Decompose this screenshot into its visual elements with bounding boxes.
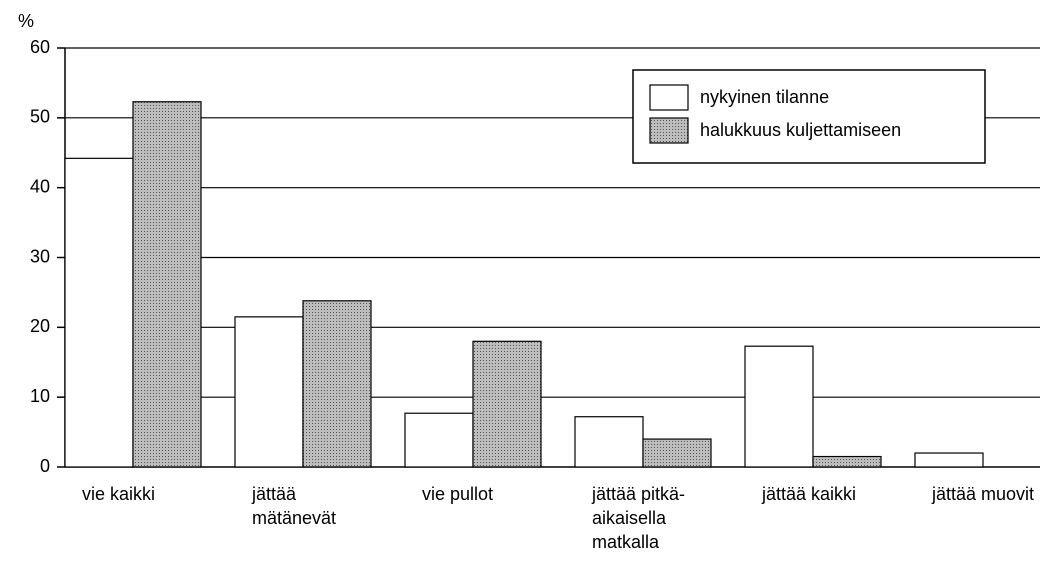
bar xyxy=(132,101,202,468)
y-tick-label: 0 xyxy=(40,456,50,476)
bar xyxy=(302,300,372,468)
y-tick-label: 50 xyxy=(30,107,50,127)
y-tick-label: 20 xyxy=(30,316,50,336)
bar xyxy=(234,316,304,468)
y-tick-label: 40 xyxy=(30,176,50,196)
bar xyxy=(744,345,814,468)
x-tick-label: jättää mätänevät xyxy=(251,484,336,528)
legend-label: nykyinen tilanne xyxy=(700,87,829,107)
legend-label: halukkuus kuljettamiseen xyxy=(700,120,901,140)
bar xyxy=(642,438,712,468)
x-tick-label: jättää pitkä-aikaisella matkalla xyxy=(591,484,685,552)
bar xyxy=(812,455,882,468)
bar xyxy=(64,157,134,468)
x-tick-label: jättää kaikki xyxy=(761,484,856,504)
y-tick-label: 10 xyxy=(30,386,50,406)
bar xyxy=(472,340,542,468)
x-tick-label: vie pullot xyxy=(422,484,493,504)
y-tick-label: 60 xyxy=(30,37,50,57)
legend-swatch xyxy=(649,84,689,111)
bar xyxy=(574,416,644,468)
x-tick-label: jättää muovit xyxy=(931,484,1034,504)
legend-box xyxy=(632,69,986,164)
bar xyxy=(404,412,474,468)
bar xyxy=(914,452,984,468)
y-axis-label: % xyxy=(18,11,34,31)
y-tick-label: 30 xyxy=(30,246,50,266)
legend-swatch xyxy=(649,117,689,144)
x-tick-label: vie kaikki xyxy=(82,484,155,504)
